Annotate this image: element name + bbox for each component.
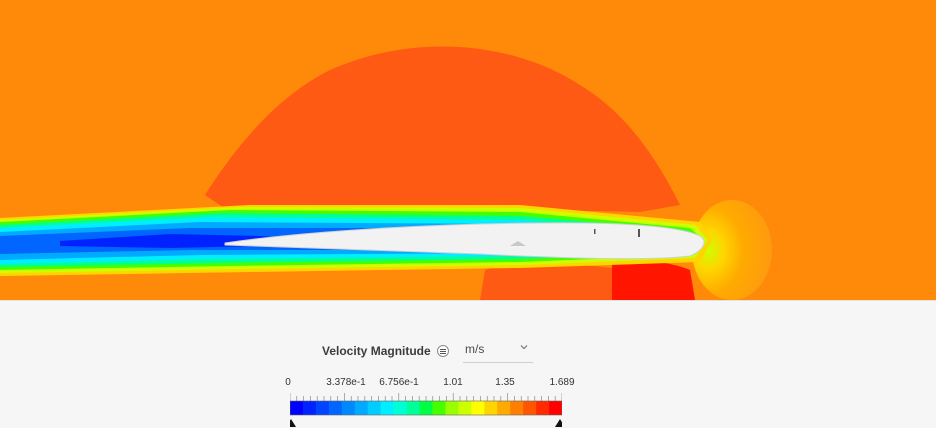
unit-label: m/s (465, 342, 485, 356)
info-icon[interactable] (436, 345, 449, 357)
min-handle-icon[interactable] (290, 419, 296, 427)
lower-region-left (480, 263, 612, 300)
colorbar-swatch (497, 401, 511, 415)
tick-label-3: 1.01 (443, 377, 463, 388)
colorbar-swatch (354, 401, 369, 415)
colorbar-swatch (549, 401, 562, 415)
colorbar-swatch (484, 401, 498, 415)
max-handle-icon[interactable] (555, 419, 562, 427)
legend-header: Velocity Magnitude (322, 341, 449, 361)
unit-dropdown[interactable]: m/s (463, 338, 533, 363)
colorbar-swatch (367, 401, 381, 415)
lower-region-right (612, 260, 695, 300)
colorbar-swatch (393, 401, 407, 415)
colorbar-swatches (290, 401, 562, 415)
colorbar-swatch (406, 401, 420, 415)
colorbar-swatch (290, 401, 304, 415)
legend-panel: Velocity Magnitude m/s 0 3.378e-1 6.756e… (0, 300, 936, 428)
tick-label-0: 0 (285, 377, 291, 388)
colorbar-swatch (341, 401, 356, 415)
field-name-label: Velocity Magnitude (322, 344, 431, 358)
chevron-down-icon (520, 345, 528, 350)
tick-label-4: 1.35 (495, 377, 515, 388)
simulation-viewport[interactable] (0, 0, 936, 300)
colorbar-swatch (536, 401, 550, 415)
colorbar-swatch (315, 401, 330, 415)
tick-label-2: 6.756e-1 (379, 377, 419, 388)
colorbar-swatch (510, 401, 524, 415)
colorbar-swatch (419, 401, 433, 415)
colorbar-swatch (432, 401, 446, 415)
colorbar-swatch (458, 401, 472, 415)
colorbar-swatch (471, 401, 485, 415)
colorbar-ticks (290, 393, 562, 401)
wing-section (224, 222, 705, 260)
colorbar-tick-labels: 0 3.378e-1 6.756e-1 1.01 1.35 1.689 (0, 377, 936, 391)
tip-region (692, 200, 772, 300)
colorbar-swatch (523, 401, 537, 415)
tick-label-1: 3.378e-1 (326, 377, 366, 388)
colorbar-swatch (445, 401, 459, 415)
colorbar-swatch (302, 401, 317, 415)
velocity-contour-plot (0, 0, 936, 300)
colorbar (290, 393, 562, 427)
tick-label-5: 1.689 (549, 377, 575, 388)
colorbar-swatch (380, 401, 394, 415)
upper-wake-region (205, 46, 680, 212)
colorbar-swatch (328, 401, 343, 415)
